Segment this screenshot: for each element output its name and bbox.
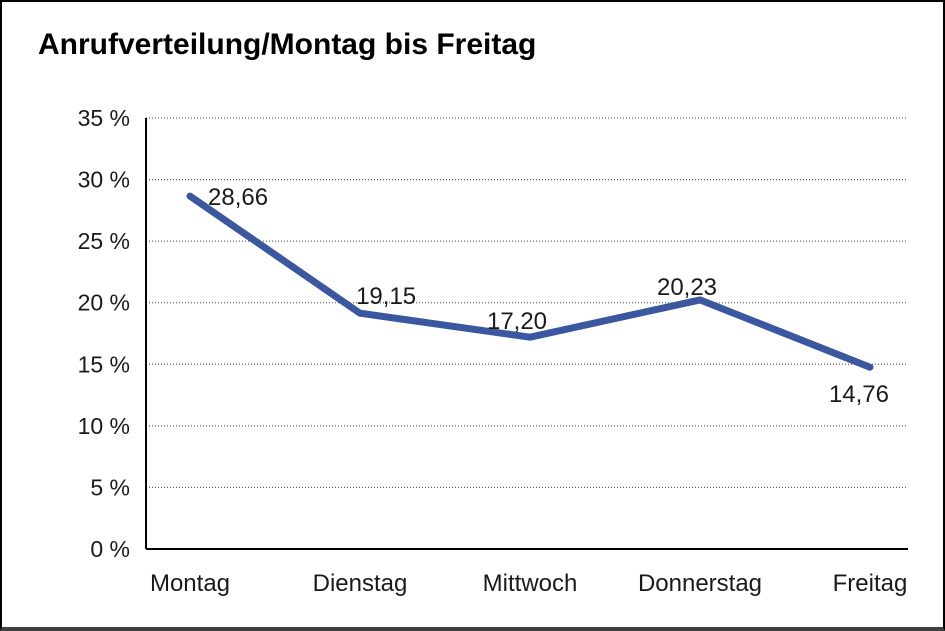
x-category-label: Montag: [150, 570, 230, 597]
data-point-label: 14,76: [829, 381, 889, 408]
y-tick-label: 0 %: [90, 536, 130, 562]
data-point-label: 17,20: [487, 308, 547, 335]
data-point-label: 20,23: [657, 274, 717, 301]
data-point-label: 19,15: [356, 283, 416, 310]
data-point-label: 28,66: [208, 184, 268, 211]
y-tick-label: 10 %: [78, 413, 130, 439]
x-category-label: Freitag: [833, 570, 908, 597]
x-category-label: Dienstag: [313, 570, 408, 597]
y-tick-label: 15 %: [78, 351, 130, 377]
y-tick-label: 20 %: [78, 290, 130, 316]
chart-title: Anrufverteilung/Montag bis Freitag: [38, 28, 537, 61]
y-tick-label: 30 %: [78, 167, 130, 193]
y-tick-label: 5 %: [90, 474, 130, 500]
data-line: [186, 192, 874, 371]
y-tick-label: 35 %: [78, 105, 130, 131]
x-category-label: Donnerstag: [638, 570, 762, 597]
y-tick-label: 25 %: [78, 228, 130, 254]
x-category-label: Mittwoch: [483, 570, 578, 597]
